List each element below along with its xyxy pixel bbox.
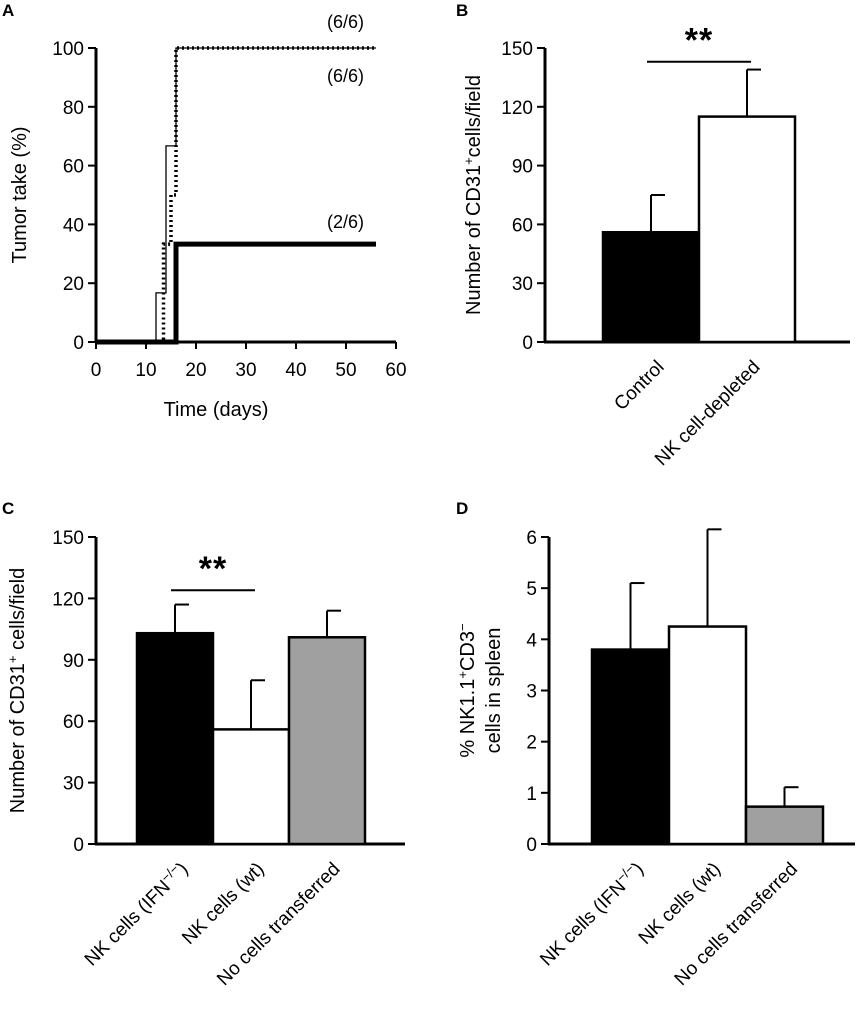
y-tick-label: 30 bbox=[512, 274, 533, 295]
y-tick-label: 120 bbox=[52, 589, 84, 610]
bar bbox=[135, 631, 215, 846]
y-axis-title-line2: cells in spleen bbox=[483, 628, 505, 754]
y-tick-label: 0 bbox=[522, 333, 533, 354]
y-axis-title-line1: % NK1.1+CD3− bbox=[455, 623, 480, 757]
y-tick-label: 120 bbox=[501, 98, 533, 119]
y-tick-label: 150 bbox=[52, 528, 84, 549]
series-annotation: (6/6) bbox=[327, 12, 364, 32]
category-label: Control bbox=[610, 357, 668, 415]
significance-label: ** bbox=[685, 22, 713, 60]
bar bbox=[744, 805, 825, 846]
category-label: NK cells (IFN−/−) bbox=[78, 856, 192, 970]
panel-letter-c: C bbox=[2, 499, 14, 518]
y-tick-label: 90 bbox=[63, 651, 84, 672]
y-tick-label: 4 bbox=[526, 630, 537, 651]
significance-label: ** bbox=[199, 550, 227, 588]
y-tick-label: 80 bbox=[63, 98, 84, 119]
x-tick-label: 20 bbox=[185, 360, 206, 381]
y-tick-label: 5 bbox=[526, 579, 537, 600]
y-tick-label: 30 bbox=[63, 774, 84, 795]
y-tick-label: 40 bbox=[63, 215, 84, 236]
series-line-thin-solid bbox=[96, 47, 376, 343]
y-tick-label: 0 bbox=[526, 835, 537, 856]
bar bbox=[590, 648, 671, 846]
y-tick-label: 60 bbox=[63, 157, 84, 178]
y-tick-label: 3 bbox=[526, 682, 537, 703]
x-tick-label: 40 bbox=[285, 360, 306, 381]
series-line-dotted bbox=[96, 46, 376, 344]
y-axis-title: Number of CD31+cells/field bbox=[461, 75, 486, 315]
y-tick-label: 6 bbox=[526, 528, 537, 549]
x-tick-label: 10 bbox=[135, 360, 156, 381]
y-tick-label: 0 bbox=[73, 835, 84, 856]
category-label: NK cells (IFN−/−) bbox=[534, 856, 648, 970]
panel-letter-d: D bbox=[456, 499, 468, 518]
y-tick-label: 0 bbox=[73, 333, 84, 354]
y-axis-title: Tumor take (%) bbox=[9, 126, 31, 263]
y-axis-title: Number of CD31+ cells/field bbox=[5, 568, 30, 813]
y-tick-label: 100 bbox=[52, 39, 84, 60]
bar bbox=[211, 728, 291, 846]
panel-a: A 0 20 40 60 80 100 0 10 20 30 40 50 60 Time (days) Tum… bbox=[2, 1, 407, 421]
panel-letter-a: A bbox=[2, 1, 14, 20]
bar bbox=[287, 636, 367, 846]
y-tick-label: 60 bbox=[63, 712, 84, 733]
bar bbox=[697, 115, 797, 344]
y-tick-label: 90 bbox=[512, 157, 533, 178]
series-annotation: (2/6) bbox=[327, 212, 364, 232]
x-axis-title: Time (days) bbox=[164, 399, 269, 421]
y-tick-label: 1 bbox=[526, 784, 537, 805]
bar bbox=[667, 625, 748, 846]
y-tick-label: 2 bbox=[526, 733, 537, 754]
y-tick-label: 150 bbox=[501, 39, 533, 60]
y-tick-label: 20 bbox=[63, 274, 84, 295]
series-line-thick-solid bbox=[96, 241, 376, 345]
x-tick-label: 0 bbox=[91, 360, 102, 381]
x-tick-label: 50 bbox=[335, 360, 356, 381]
panel-letter-b: B bbox=[456, 1, 468, 20]
category-label: NK cell-depleted bbox=[651, 357, 764, 470]
bar bbox=[601, 230, 701, 344]
y-tick-label: 60 bbox=[512, 215, 533, 236]
x-tick-label: 30 bbox=[235, 360, 256, 381]
x-tick-label: 60 bbox=[385, 360, 406, 381]
series-annotation: (6/6) bbox=[327, 66, 364, 86]
